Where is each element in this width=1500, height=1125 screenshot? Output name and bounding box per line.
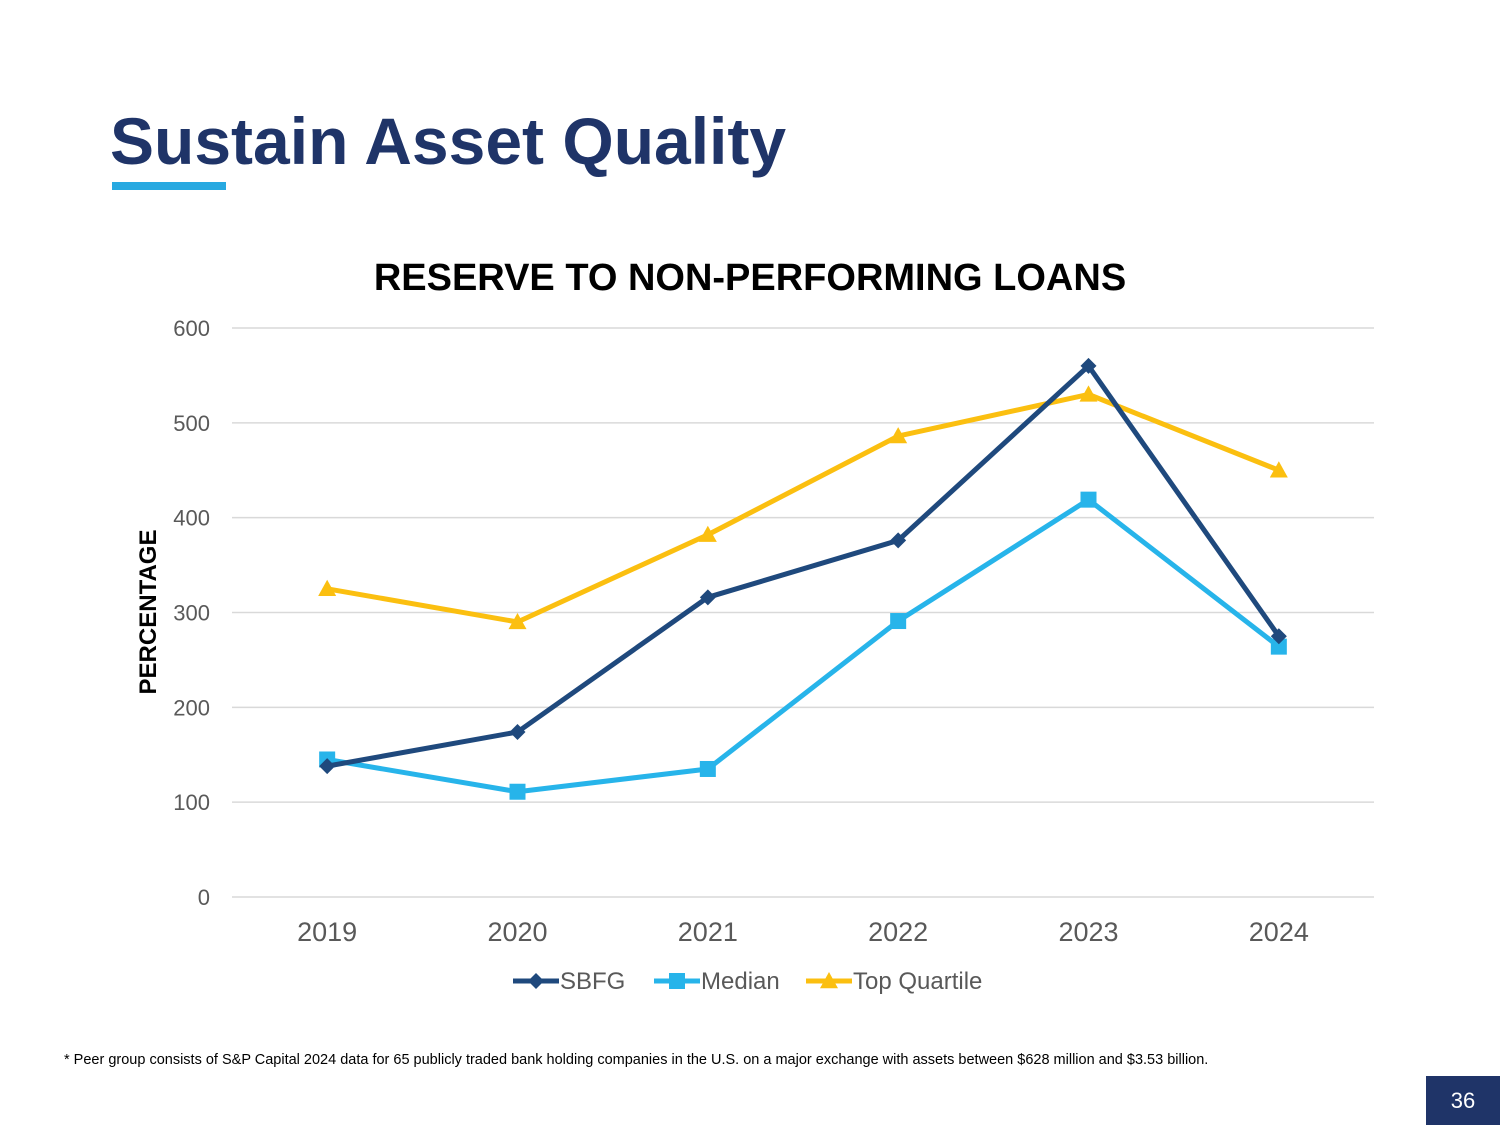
series-group [318, 357, 1288, 800]
legend-label-median: Median [701, 968, 780, 995]
x-tick-label: 2019 [297, 917, 357, 947]
data-point-top-quartile [508, 612, 527, 630]
y-tick-label: 0 [198, 885, 210, 910]
x-tick-label: 2022 [868, 917, 928, 947]
y-tick-label: 100 [173, 790, 210, 815]
data-point-sbfg [1080, 357, 1097, 374]
data-point-sbfg [699, 589, 716, 606]
legend-marker-median [669, 973, 685, 989]
legend-item-median: Median [654, 968, 780, 995]
data-point-top-quartile [698, 525, 717, 542]
data-point-top-quartile [318, 579, 337, 596]
y-tick-label: 600 [173, 316, 210, 341]
data-point-median [1270, 638, 1287, 655]
legend-marker-sbfg [528, 973, 544, 989]
x-tick-labels: 2019 2020 2021 2022 2023 2024 [297, 917, 1309, 947]
data-point-sbfg [509, 723, 526, 740]
x-tick-label: 2024 [1249, 917, 1309, 947]
title-underline [112, 182, 226, 190]
slide-title: Sustain Asset Quality [110, 104, 787, 178]
legend: SBFG Median Top Quartile [513, 968, 982, 995]
data-point-top-quartile [889, 427, 908, 444]
y-tick-label: 200 [173, 695, 210, 720]
series-median [319, 491, 1287, 800]
data-point-top-quartile [1269, 461, 1288, 478]
page-number-badge: 36 [1426, 1076, 1500, 1125]
data-point-median [1080, 491, 1097, 508]
legend-item-top-quartile: Top Quartile [806, 968, 982, 995]
series-line-sbfg [326, 363, 1281, 769]
legend-marker-top-quartile [820, 972, 838, 989]
data-point-median [890, 613, 907, 630]
y-axis-label: PERCENTAGE [135, 530, 162, 695]
legend-label-top-quartile: Top Quartile [853, 968, 982, 995]
gridlines [232, 327, 1374, 898]
data-point-sbfg [890, 532, 907, 549]
y-tick-label: 500 [173, 411, 210, 436]
footnote: * Peer group consists of S&P Capital 202… [64, 1052, 1209, 1068]
legend-label-sbfg: SBFG [560, 968, 625, 995]
data-point-sbfg [319, 758, 336, 775]
data-point-median [509, 783, 526, 800]
data-point-top-quartile [1079, 385, 1098, 402]
data-point-median [699, 760, 716, 777]
data-point-sbfg [1270, 628, 1287, 645]
y-tick-label: 300 [173, 601, 210, 626]
series-line-median [326, 497, 1281, 795]
chart-title: RESERVE TO NON-PERFORMING LOANS [374, 257, 1126, 299]
legend-item-sbfg: SBFG [513, 968, 625, 995]
x-tick-label: 2020 [487, 917, 547, 947]
series-line-top-quartile [326, 391, 1280, 625]
y-tick-label: 400 [173, 506, 210, 531]
x-tick-label: 2021 [678, 917, 738, 947]
series-sbfg [319, 357, 1287, 775]
y-tick-labels: 0 100 200 300 400 500 600 [173, 316, 210, 910]
x-tick-label: 2023 [1058, 917, 1118, 947]
series-top-quartile [318, 385, 1288, 630]
